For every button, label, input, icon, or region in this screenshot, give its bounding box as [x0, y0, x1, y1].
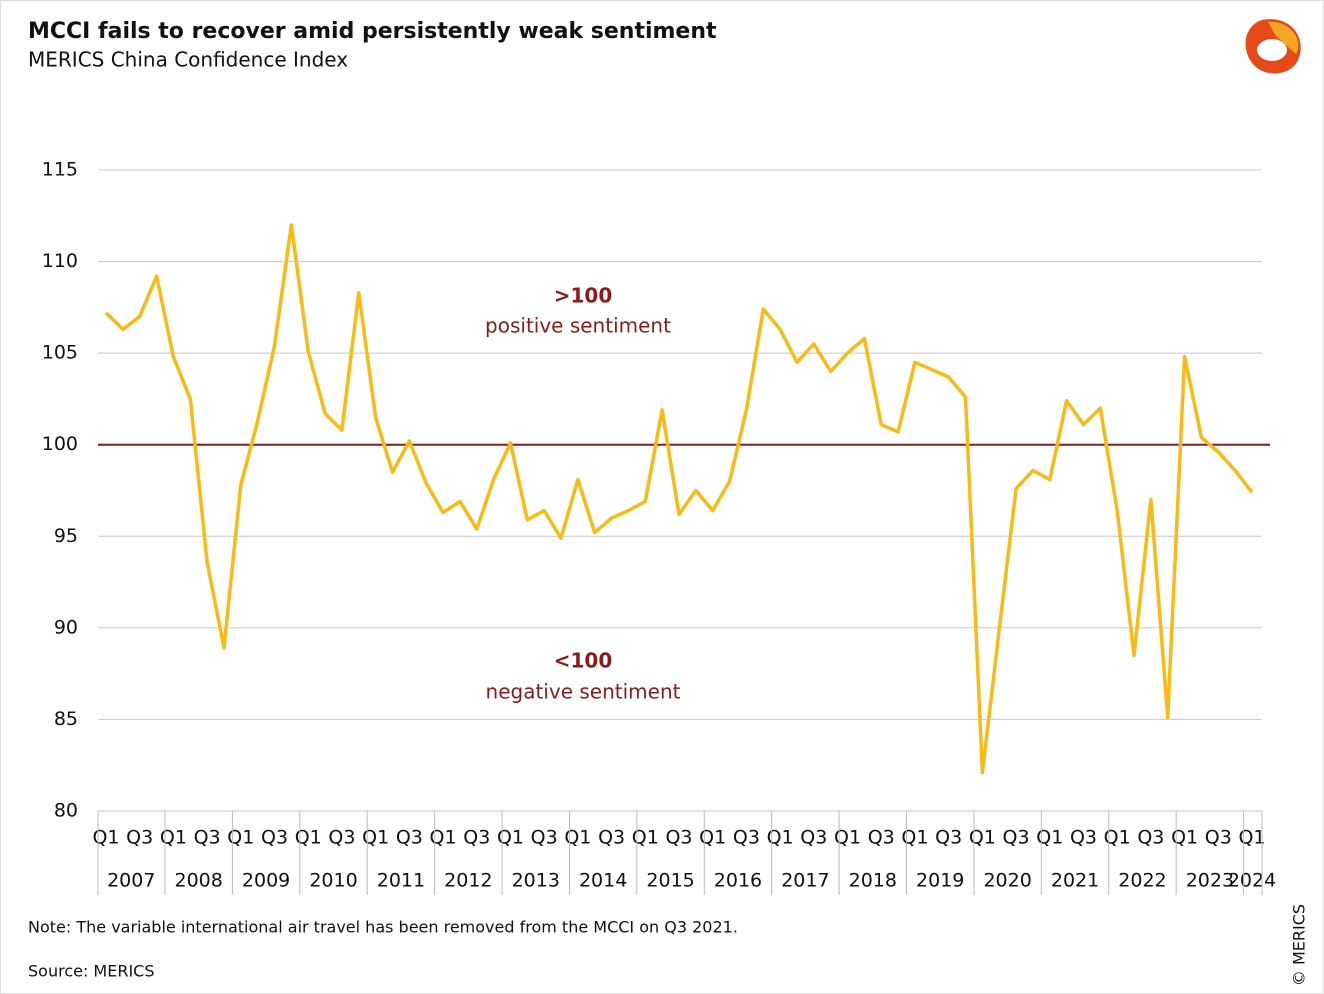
- year-label: 2008: [175, 870, 223, 892]
- x-tick-label: Q3: [800, 827, 827, 849]
- x-tick-label: Q1: [1171, 827, 1198, 849]
- x-tick-label: Q3: [598, 827, 625, 849]
- year-label: 2022: [1118, 870, 1166, 892]
- y-tick-label: 95: [54, 525, 78, 547]
- x-tick-label: Q1: [92, 827, 119, 849]
- y-tick-label: 110: [42, 250, 78, 272]
- y-tick-label: 105: [42, 342, 78, 364]
- x-tick-label: Q3: [733, 827, 760, 849]
- chart-subtitle: MERICS China Confidence Index: [28, 48, 348, 72]
- year-label: 2011: [377, 870, 425, 892]
- source: Source: MERICS: [28, 962, 155, 981]
- y-tick-label: 115: [42, 159, 78, 181]
- x-tick-label: Q1: [969, 827, 996, 849]
- x-tick-label: Q3: [194, 827, 221, 849]
- x-tick-label: Q1: [1238, 827, 1265, 849]
- year-label: 2015: [646, 870, 694, 892]
- x-tick-label: Q1: [1104, 827, 1131, 849]
- annotation-text: positive sentiment: [485, 314, 671, 338]
- x-tick-label: Q3: [328, 827, 355, 849]
- year-label: 2016: [714, 870, 762, 892]
- y-tick-label: 85: [54, 708, 78, 730]
- y-tick-label: 100: [42, 433, 78, 455]
- data-line: [104, 223, 1254, 775]
- x-tick-label: Q1: [430, 827, 457, 849]
- x-tick-label: Q1: [699, 827, 726, 849]
- year-label: 2024: [1228, 870, 1276, 892]
- x-tick-label: Q3: [868, 827, 895, 849]
- x-tick-label: Q1: [834, 827, 861, 849]
- copyright: © MERICS: [1290, 904, 1309, 986]
- chart-title: MCCI fails to recover amid persistently …: [28, 19, 717, 44]
- x-tick-label: Q1: [362, 827, 389, 849]
- year-label: 2020: [983, 870, 1031, 892]
- x-tick-label: Q1: [632, 827, 659, 849]
- x-tick-label: Q1: [767, 827, 794, 849]
- annotation-label: <100: [554, 649, 613, 673]
- x-tick-label: Q1: [227, 827, 254, 849]
- logo: [1245, 19, 1301, 74]
- year-label: 2021: [1051, 870, 1099, 892]
- x-tick-label: Q3: [463, 827, 490, 849]
- year-label: 2019: [916, 870, 964, 892]
- annotation-text: negative sentiment: [486, 680, 681, 704]
- x-tick-label: Q1: [564, 827, 591, 849]
- x-tick-label: Q1: [160, 827, 187, 849]
- x-tick-label: Q3: [1137, 827, 1164, 849]
- x-tick-label: Q3: [261, 827, 288, 849]
- y-tick-label: 90: [54, 616, 78, 638]
- x-tick-label: Q3: [1070, 827, 1097, 849]
- year-label: 2018: [849, 870, 897, 892]
- note: Note: The variable international air tra…: [28, 918, 738, 937]
- year-label: 2023: [1186, 870, 1234, 892]
- x-tick-label: Q3: [935, 827, 962, 849]
- x-tick-label: Q1: [1036, 827, 1063, 849]
- year-label: 2010: [309, 870, 357, 892]
- year-label: 2017: [781, 870, 829, 892]
- x-tick-label: Q3: [126, 827, 153, 849]
- y-tick-label: 80: [54, 800, 78, 822]
- x-tick-label: Q1: [497, 827, 524, 849]
- x-tick-label: Q1: [295, 827, 322, 849]
- x-tick-label: Q3: [531, 827, 558, 849]
- year-label: 2014: [579, 870, 627, 892]
- x-tick-label: Q3: [665, 827, 692, 849]
- year-label: 2009: [242, 870, 290, 892]
- x-tick-label: Q1: [901, 827, 928, 849]
- year-label: 2007: [107, 870, 155, 892]
- x-tick-label: Q3: [1003, 827, 1030, 849]
- year-label: 2013: [512, 870, 560, 892]
- x-tick-label: Q3: [1205, 827, 1232, 849]
- year-label: 2012: [444, 870, 492, 892]
- annotation-label: >100: [554, 284, 613, 308]
- x-tick-label: Q3: [396, 827, 423, 849]
